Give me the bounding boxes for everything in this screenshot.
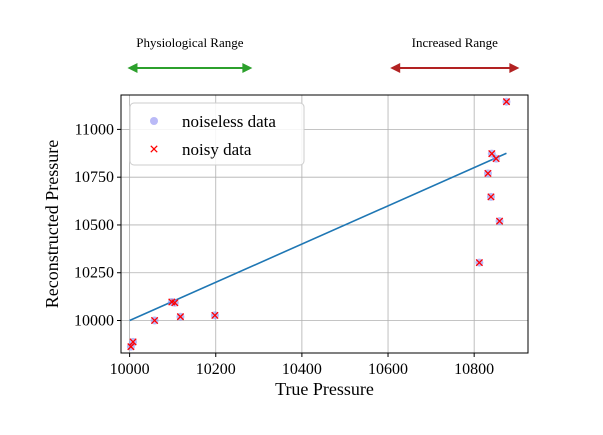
plot-area [126,97,511,351]
y-tick-label: 11000 [75,121,114,138]
noisy-data-point [176,313,185,321]
range-arrowhead-right [509,63,520,73]
x-tick-label: 10000 [110,361,150,378]
noisy-data-point [475,258,483,267]
x-marker-stroke [487,193,495,201]
fit-line [129,152,507,322]
noisy-data-point [492,154,500,163]
physiological-range-annotation: Physiological Range [127,35,253,73]
ticks: 10000 10200 10400 10600 10800 10000 10250 10500… [74,121,494,378]
legend-marker-noiseless [150,117,158,125]
noisy-data-point [487,193,495,201]
x-marker-stroke [176,313,185,321]
legend-label: noisy data [182,140,252,159]
range-label: Increased Range [412,35,498,50]
noisy-data-point [484,169,492,178]
noisy-data-point [211,311,219,320]
increased-range-annotation: Increased Range [390,35,520,73]
x-marker-stroke [211,311,219,320]
noisy-data-point [171,299,179,307]
axes-frame [120,94,529,354]
x-marker-stroke [150,145,158,153]
noisy-data-point [129,338,137,346]
x-tick-label: 10800 [454,361,494,378]
legend-box [129,102,305,166]
y-tick-label: 10250 [74,265,114,282]
legend-label: noiseless data [182,112,276,131]
x-marker-stroke [171,299,179,307]
x-marker-stroke [488,150,496,158]
y-tick-label: 10750 [74,169,114,186]
x-marker-stroke [484,169,492,178]
range-arrowhead-right [242,63,253,73]
y-tick-label: 10500 [74,217,114,234]
x-tick-label: 10600 [368,361,408,378]
noisy-data-point [495,217,504,225]
x-marker-stroke [495,217,504,225]
range-label: Physiological Range [136,35,243,50]
range-annotations: Physiological Range Increased Range [127,35,520,73]
x-marker-stroke [492,154,500,163]
range-arrowhead-left [127,63,138,73]
y-tick-label: 10000 [74,313,114,330]
x-marker-stroke [475,258,483,267]
legend-marker-noisy [150,145,158,153]
x-marker-stroke [168,298,176,306]
range-arrowhead-left [390,63,401,73]
x-tick-label: 10400 [282,361,322,378]
x-marker-stroke [129,338,137,346]
x-tick-label: 10200 [196,361,236,378]
x-marker-stroke [127,343,135,351]
noisy-data-point [502,98,511,106]
legend: noiseless data noisy data [129,102,305,166]
noisy-data-point [127,343,135,351]
y-axis-label: Reconstructed Pressure [42,140,62,308]
x-marker-stroke [502,98,511,106]
x-axis-label: True Pressure [275,379,374,399]
noisy-data-point [150,316,159,325]
x-marker-stroke [150,316,159,325]
